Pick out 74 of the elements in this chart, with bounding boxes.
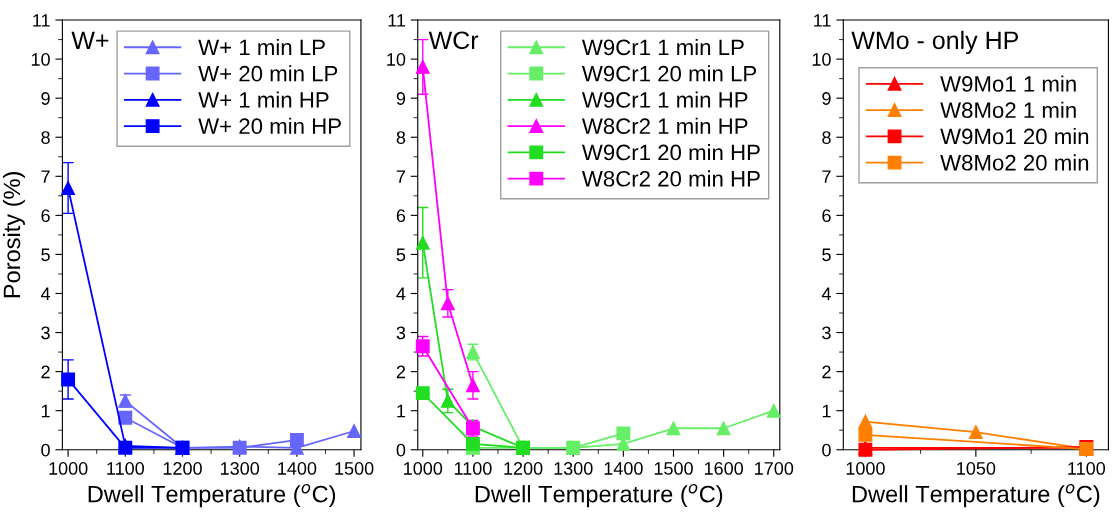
y-tick-label: 5 <box>41 248 50 262</box>
x-tick-label: 1700 <box>755 462 794 475</box>
x-axis-title: Dwell Temperature ($^{o}$C) <box>852 483 1100 508</box>
y-tick-label: 7 <box>396 170 406 183</box>
legend-label: W8Mo2 1 min <box>940 101 1076 119</box>
chart-title: WMo - only HP <box>851 30 1019 55</box>
y-tick-label: 6 <box>396 209 406 223</box>
y-tick-label: 3 <box>822 326 831 340</box>
legend-label: W+ 1 min LP <box>198 38 325 56</box>
legend-label: W9Cr1 20 min LP <box>581 65 757 82</box>
x-tick-label: 1500 <box>654 462 693 475</box>
legend-label: W9Cr1 1 min HP <box>581 91 748 108</box>
y-tick-label: 1 <box>397 404 406 418</box>
y-tick-label: 5 <box>822 248 831 262</box>
x-tick-label: 1600 <box>704 462 744 475</box>
y-tick-label: 8 <box>41 131 50 144</box>
y-tick-label: 8 <box>396 131 406 144</box>
y-tick-label: 2 <box>41 365 50 379</box>
y-tick-label: 5 <box>396 248 406 262</box>
legend-label: W9Cr1 1 min LP <box>581 38 744 56</box>
y-tick-label: 9 <box>822 92 831 105</box>
y-tick-label: 0 <box>396 443 406 457</box>
x-tick-label: 1000 <box>404 462 443 475</box>
y-tick-label: 3 <box>396 326 406 340</box>
y-tick-label: 4 <box>40 287 51 301</box>
x-tick-label: 1500 <box>335 462 374 475</box>
y-tick-label: 7 <box>41 170 50 183</box>
y-tick-label: 2 <box>396 365 406 379</box>
legend-label: W+ 20 min LP <box>198 65 338 82</box>
x-tick-label: 1200 <box>163 462 202 475</box>
y-tick-label: 8 <box>822 131 831 144</box>
y-tick-label: 6 <box>822 209 831 223</box>
y-tick-label: 0 <box>41 443 50 457</box>
y-tick-label: 3 <box>41 326 50 340</box>
x-tick-label: 1050 <box>957 462 996 475</box>
legend-label: W9Mo1 1 min <box>940 75 1076 92</box>
x-tick-label: 1000 <box>49 462 88 475</box>
chart-title: W+ <box>71 31 109 49</box>
y-tick-label: 7 <box>822 170 831 183</box>
x-tick-label: 1100 <box>454 462 492 475</box>
y-tick-label: 10 <box>31 53 50 66</box>
y-tick-label: 4 <box>821 287 831 301</box>
x-tick-label: 1100 <box>107 462 145 475</box>
x-axis-title: Dwell Temperature ($^{o}$C) <box>88 483 336 508</box>
x-axis-title: Dwell Temperature ($^{o}$C) <box>475 483 723 508</box>
x-tick-label: 1300 <box>220 462 260 475</box>
legend-label: W8Cr2 20 min HP <box>581 170 760 187</box>
y-tick-label: 0 <box>822 443 831 457</box>
y-tick-label: 11 <box>388 14 406 27</box>
y-tick-label: 10 <box>387 53 406 66</box>
legend-label: W8Mo2 20 min <box>940 154 1089 171</box>
x-tick-label: 1300 <box>554 462 593 475</box>
legend-label: W9Cr1 20 min HP <box>581 144 760 161</box>
y-tick-label: 6 <box>41 209 50 223</box>
legend-label: W+ 1 min HP <box>198 91 329 108</box>
x-tick-label: 1400 <box>604 462 643 475</box>
legend-label: W9Mo1 20 min <box>940 128 1089 145</box>
chart-title: WCr <box>428 31 479 50</box>
y-tick-label: 4 <box>396 287 406 301</box>
y-tick-label: 9 <box>41 92 50 105</box>
x-tick-label: 1200 <box>504 462 543 475</box>
y-tick-label: 2 <box>822 365 831 379</box>
y-tick-label: 1 <box>822 404 831 418</box>
y-tick-label: 11 <box>33 14 50 27</box>
legend-label: W+ 20 min HP <box>198 117 341 135</box>
y-tick-label: 11 <box>814 14 831 27</box>
x-tick-label: 1000 <box>846 462 885 475</box>
x-tick-label: 1400 <box>278 462 317 475</box>
x-tick-label: 1100 <box>1068 462 1106 475</box>
y-tick-label: 9 <box>396 92 406 105</box>
legend-label: W8Cr2 1 min HP <box>581 117 748 135</box>
y-tick-label: 10 <box>812 53 831 66</box>
y-tick-label: 1 <box>41 404 50 418</box>
y-axis-title: Porosity (%) <box>2 172 25 298</box>
